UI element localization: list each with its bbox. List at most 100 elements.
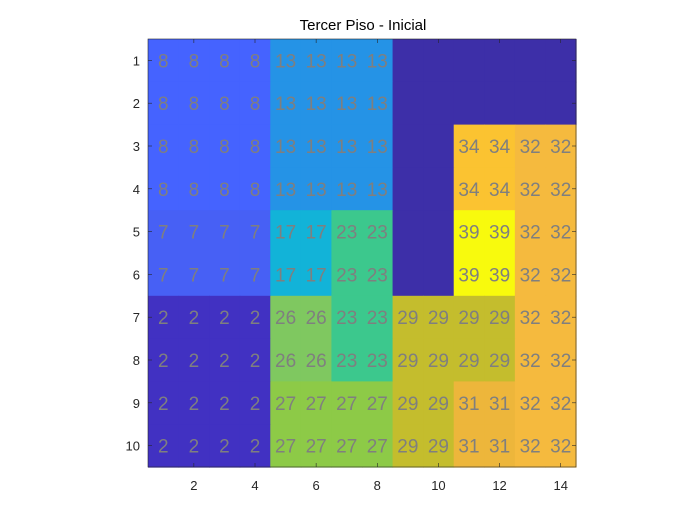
cell-value-label: 27 (367, 394, 388, 415)
heatmap-cell (392, 381, 424, 425)
heatmap-cell (484, 81, 516, 126)
heatmap-cell (209, 210, 241, 254)
cell-value-label: 23 (336, 265, 357, 286)
heatmap-cell (178, 338, 210, 382)
cell-value-label: 32 (550, 265, 571, 286)
cell-value-label: 13 (275, 137, 296, 158)
heatmap-cell (453, 338, 485, 382)
heatmap-cell (392, 338, 424, 382)
heatmap-cell (514, 295, 547, 340)
heatmap-cell (423, 124, 455, 168)
heatmap-cell (331, 210, 363, 254)
cell-value-label: 32 (520, 137, 541, 158)
heatmap-cell (148, 39, 180, 83)
heatmap-cell (300, 338, 333, 382)
heatmap-cell (484, 295, 516, 340)
heatmap-cell (392, 167, 424, 211)
heatmap-cell (178, 124, 210, 168)
cell-value-label: 13 (367, 180, 388, 201)
cell-value-label: 8 (219, 51, 230, 72)
cell-value-label: 29 (489, 351, 510, 372)
cell-value-label: 8 (189, 51, 200, 72)
cell-value-label: 29 (489, 308, 510, 329)
cell-value-label: 39 (458, 265, 479, 286)
cell-value-label: 23 (367, 265, 388, 286)
heatmap-cell (331, 424, 363, 468)
cell-value-label: 26 (306, 308, 327, 329)
heatmap-cell (148, 295, 180, 340)
y-tick-label: 9 (133, 396, 140, 411)
heatmap-cell (362, 424, 394, 468)
cell-value-label: 17 (275, 223, 296, 244)
cell-value-label: 27 (275, 394, 296, 415)
cell-value-label: 2 (189, 437, 200, 458)
heatmap-cell (331, 81, 363, 126)
cell-value-label: 2 (250, 394, 261, 415)
cell-value-label: 27 (275, 437, 296, 458)
heatmap-cell (239, 424, 271, 468)
heatmap-cell (545, 295, 577, 340)
heatmap-cell (453, 39, 485, 83)
cell-value-label: 27 (306, 437, 327, 458)
heatmap-cell (514, 424, 547, 468)
cell-value-label: 13 (336, 137, 357, 158)
y-tick-label: 2 (133, 96, 140, 111)
heatmap-cell (331, 295, 363, 340)
cell-value-label: 31 (489, 394, 510, 415)
cell-value-label: 8 (189, 137, 200, 158)
heatmap-cell (392, 295, 424, 340)
cell-value-label: 7 (219, 223, 230, 244)
cell-value-label: 39 (489, 265, 510, 286)
cell-value-label: 29 (397, 394, 418, 415)
y-tick-label: 8 (133, 353, 140, 368)
heatmap-cell (331, 39, 363, 83)
cell-value-label: 29 (458, 351, 479, 372)
cell-value-label: 8 (219, 94, 230, 115)
heatmap-cell (239, 39, 271, 83)
heatmap-cell (270, 167, 302, 211)
cell-value-label: 32 (520, 308, 541, 329)
heatmap-cell (484, 167, 516, 211)
cell-value-label: 29 (458, 308, 479, 329)
heatmap-cell (514, 338, 547, 382)
axes-box (147, 38, 577, 468)
cell-value-label: 2 (250, 308, 261, 329)
heatmap-cell (209, 124, 241, 168)
cell-value-label: 13 (336, 94, 357, 115)
heatmap-cell (148, 81, 180, 126)
cell-value-label: 26 (275, 308, 296, 329)
y-tick-label: 7 (133, 310, 140, 325)
heatmap-cell (362, 124, 394, 168)
heatmap-cell (178, 81, 210, 126)
cell-value-label: 13 (275, 94, 296, 115)
heatmap-cell (178, 253, 210, 297)
cell-value-label: 7 (189, 223, 200, 244)
cell-value-label: 23 (367, 223, 388, 244)
cell-value-label: 2 (219, 394, 230, 415)
heatmap-cell (545, 381, 577, 425)
cell-value-label: 29 (397, 437, 418, 458)
cell-value-label: 32 (550, 180, 571, 201)
heatmap-cell (423, 381, 455, 425)
heatmap-cell (453, 210, 485, 254)
heatmap-cell (423, 167, 455, 211)
cell-value-label: 7 (158, 265, 169, 286)
cell-value-label: 8 (158, 94, 169, 115)
x-tick-label: 12 (492, 478, 506, 493)
cell-value-label: 26 (306, 351, 327, 372)
heatmap-cell (300, 81, 333, 126)
heatmap-cell (453, 381, 485, 425)
heatmap-cell (270, 81, 302, 126)
cell-value-label: 34 (458, 137, 480, 158)
heatmap-cell (331, 124, 363, 168)
heatmap-cell (148, 210, 180, 254)
y-tick-label: 3 (133, 139, 140, 154)
cell-value-label: 8 (189, 180, 200, 201)
cell-value-label: 2 (219, 351, 230, 372)
cell-value-label: 32 (520, 437, 541, 458)
heatmap-cell (392, 81, 424, 126)
cell-value-label: 17 (275, 265, 296, 286)
cell-value-label: 8 (250, 137, 261, 158)
y-tick-label: 4 (133, 182, 140, 197)
cell-value-label: 27 (336, 394, 357, 415)
